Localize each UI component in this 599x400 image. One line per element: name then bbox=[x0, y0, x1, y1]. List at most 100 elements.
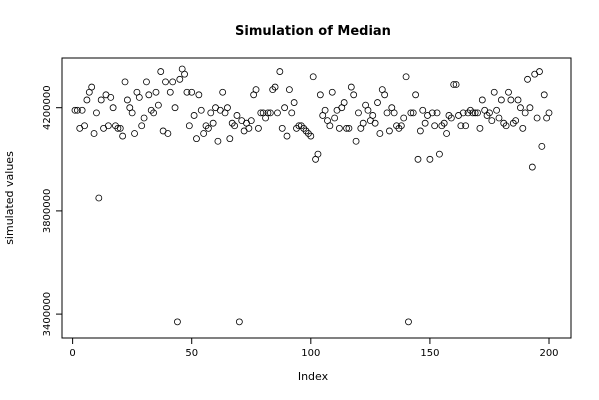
data-point bbox=[271, 83, 279, 91]
data-point bbox=[302, 127, 310, 135]
data-point bbox=[545, 109, 553, 117]
data-point bbox=[285, 86, 293, 94]
data-point bbox=[343, 124, 350, 132]
data-point bbox=[478, 96, 486, 104]
data-point bbox=[269, 86, 277, 94]
data-point bbox=[174, 318, 181, 326]
data-point bbox=[202, 122, 210, 130]
data-point bbox=[95, 194, 103, 202]
data-point bbox=[328, 88, 336, 96]
data-point bbox=[412, 91, 420, 99]
data-point bbox=[266, 109, 274, 117]
x-tick-label: 150 bbox=[420, 348, 439, 359]
data-point bbox=[347, 83, 355, 91]
data-point bbox=[104, 122, 112, 130]
data-point bbox=[374, 99, 381, 106]
data-point bbox=[359, 119, 367, 127]
data-point bbox=[214, 137, 222, 145]
data-point bbox=[274, 109, 281, 117]
data-point bbox=[528, 163, 536, 171]
data-point bbox=[421, 119, 429, 127]
data-point bbox=[409, 109, 417, 117]
data-point bbox=[114, 124, 122, 132]
data-point bbox=[433, 109, 441, 117]
data-point bbox=[376, 130, 384, 137]
data-point bbox=[383, 109, 391, 117]
data-point bbox=[164, 130, 172, 137]
data-point bbox=[474, 109, 481, 117]
data-point bbox=[509, 119, 517, 127]
data-point bbox=[397, 122, 405, 130]
data-point bbox=[288, 109, 296, 117]
data-point bbox=[414, 155, 422, 163]
data-point bbox=[431, 122, 439, 130]
data-point bbox=[97, 96, 105, 104]
data-point bbox=[452, 81, 460, 88]
data-point bbox=[150, 109, 158, 117]
data-point bbox=[400, 114, 408, 122]
data-point bbox=[81, 122, 88, 130]
data-point bbox=[224, 104, 231, 112]
data-point bbox=[307, 132, 315, 140]
data-point bbox=[538, 142, 546, 150]
data-point bbox=[345, 124, 353, 132]
data-point bbox=[200, 130, 208, 137]
data-point bbox=[235, 318, 243, 326]
data-point bbox=[314, 150, 322, 158]
data-point bbox=[350, 91, 358, 99]
y-tick-label: 3400000 bbox=[42, 292, 53, 337]
data-point bbox=[450, 81, 458, 88]
data-point bbox=[138, 122, 146, 130]
data-point bbox=[278, 124, 286, 132]
data-point bbox=[181, 70, 188, 78]
data-point bbox=[369, 112, 377, 119]
data-point bbox=[228, 119, 236, 127]
data-point bbox=[135, 93, 143, 101]
data-point bbox=[124, 96, 131, 104]
data-point bbox=[445, 112, 453, 119]
data-point bbox=[145, 91, 153, 99]
data-point bbox=[519, 124, 527, 132]
data-point bbox=[486, 109, 493, 117]
data-point bbox=[416, 127, 424, 135]
data-point bbox=[207, 109, 215, 117]
data-point bbox=[443, 130, 450, 137]
x-axis: 0 50 100 150 200 bbox=[69, 337, 559, 359]
data-point bbox=[500, 119, 508, 127]
data-point bbox=[188, 88, 196, 96]
data-point bbox=[462, 122, 470, 130]
data-point bbox=[540, 91, 548, 99]
data-point bbox=[495, 114, 503, 122]
y-axis-label: simulated values bbox=[3, 151, 16, 245]
data-point bbox=[386, 127, 393, 135]
data-point bbox=[183, 88, 191, 96]
data-point bbox=[131, 130, 138, 137]
data-point bbox=[300, 124, 308, 132]
data-point bbox=[71, 106, 79, 114]
data-point bbox=[326, 122, 334, 130]
data-point bbox=[233, 112, 241, 119]
data-point bbox=[505, 88, 512, 96]
y-axis: 3400000 3800000 4200000 bbox=[42, 85, 63, 337]
data-point bbox=[476, 124, 484, 132]
data-point bbox=[128, 109, 136, 117]
data-point bbox=[436, 150, 443, 158]
data-point bbox=[176, 75, 184, 83]
data-point bbox=[152, 88, 160, 96]
data-point bbox=[490, 88, 498, 96]
data-point bbox=[252, 86, 260, 94]
data-point bbox=[197, 106, 205, 114]
data-point bbox=[88, 83, 96, 91]
data-point bbox=[140, 114, 148, 122]
data-point bbox=[73, 106, 81, 114]
data-point bbox=[483, 112, 491, 119]
data-point bbox=[209, 119, 217, 127]
data-point bbox=[190, 112, 198, 119]
data-point bbox=[283, 132, 291, 140]
data-point bbox=[457, 122, 465, 130]
data-point bbox=[204, 124, 212, 132]
data-point bbox=[426, 155, 434, 163]
data-point bbox=[471, 109, 479, 117]
data-point bbox=[185, 122, 193, 130]
